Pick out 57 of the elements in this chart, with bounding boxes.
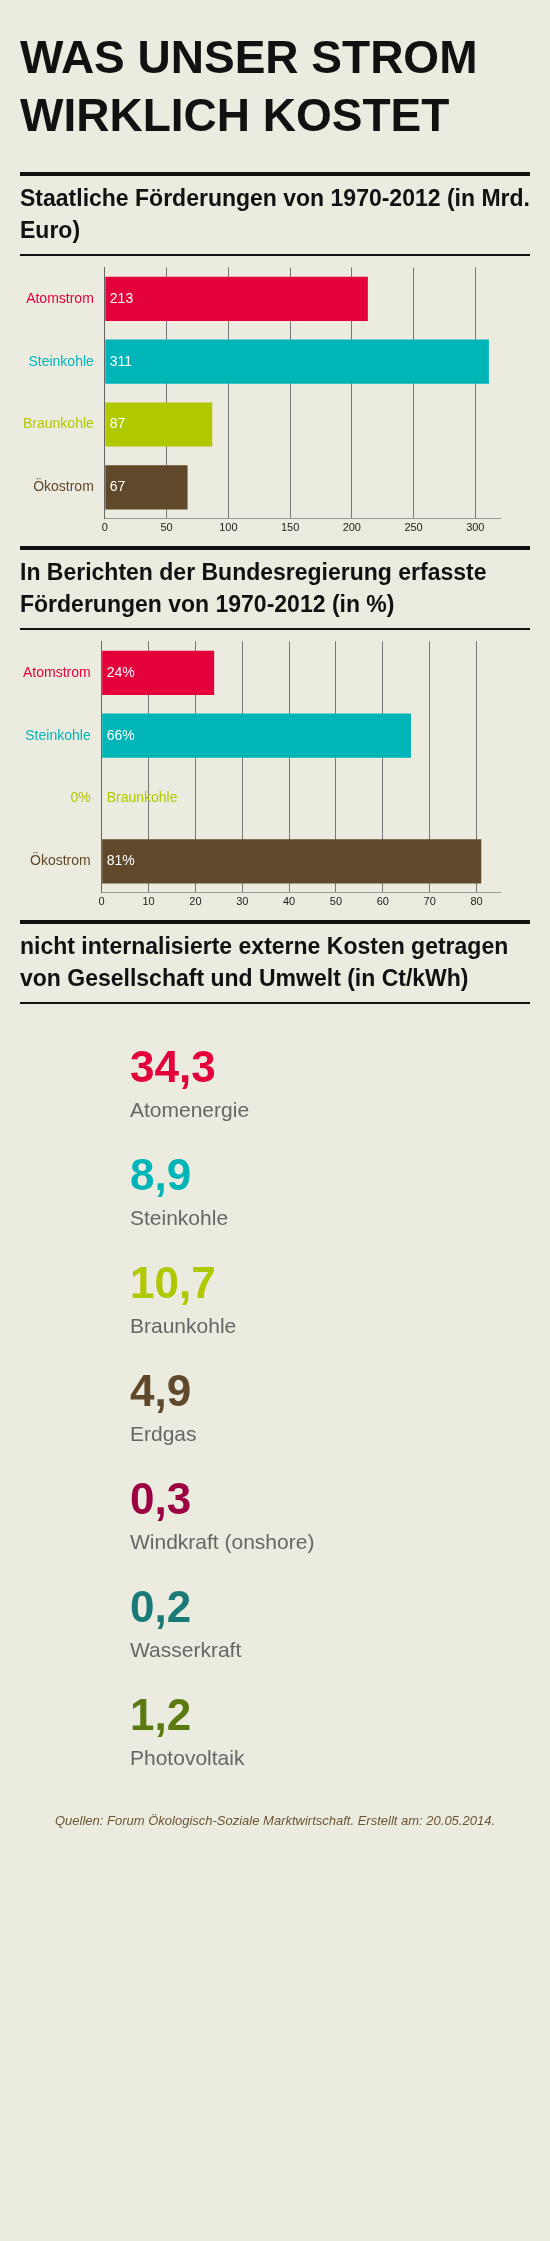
- category-label: Braunkohle: [130, 1313, 238, 1339]
- chart-title: In Berichten der Bundesregierung erfasste Förderungen von 1970-2012 (in %): [20, 546, 530, 630]
- x-tick-label: 100: [219, 521, 238, 534]
- x-tick-label: 70: [423, 895, 436, 908]
- x-tick-label: 50: [160, 521, 173, 534]
- bar: [102, 839, 482, 884]
- bar: [102, 713, 411, 758]
- y-tick-label: Steinkohle: [25, 726, 91, 743]
- y-tick-label: Atomstrom: [22, 663, 91, 680]
- bar: [105, 465, 188, 510]
- category-label: Atomenergie: [130, 1097, 251, 1123]
- y-tick-label: Braunkohle: [23, 415, 95, 432]
- text: nicht internalisierte externe Kosten getragen von Gesellschaft und Umwelt (in Ct/kWh): [20, 920, 530, 1004]
- x-tick-label: 200: [342, 521, 361, 534]
- data-label: 8,9: [130, 1149, 193, 1201]
- category-label: Windkraft (onshore): [130, 1529, 316, 1555]
- bar: [102, 650, 215, 695]
- y-tick-label: Steinkohle: [28, 352, 95, 369]
- x-tick-label: 60: [376, 895, 389, 908]
- x-tick-label: 150: [280, 521, 300, 534]
- category-label: Photovoltaik: [130, 1745, 246, 1771]
- x-tick-label: 50: [329, 895, 343, 908]
- category-label: Wasserkraft: [130, 1637, 243, 1663]
- data-label: 0,2: [130, 1581, 193, 1633]
- x-tick-label: 0: [98, 895, 105, 908]
- data-label: 87: [109, 415, 126, 432]
- chart-title: WAS UNSER STROM WIRKLICH KOSTET: [20, 30, 479, 143]
- x-tick-label: 250: [404, 521, 423, 534]
- data-label: 67: [109, 478, 126, 495]
- y-tick-label: Ökostrom: [33, 477, 94, 495]
- bar: [105, 339, 489, 384]
- data-label: 0,3: [130, 1473, 193, 1525]
- data-label: 213: [109, 289, 134, 306]
- bar: [105, 402, 213, 447]
- category-label: Steinkohle: [130, 1205, 230, 1231]
- y-tick-label: Ökostrom: [29, 851, 91, 869]
- x-tick-label: 10: [142, 895, 155, 908]
- category-label: Erdgas: [130, 1421, 198, 1447]
- x-tick-label: 0: [101, 521, 108, 534]
- data-label: 4,9: [130, 1365, 193, 1417]
- data-label: 34,3: [130, 1041, 217, 1093]
- x-tick-label: 30: [236, 895, 249, 908]
- data-label: 81%: [106, 852, 135, 869]
- data-label: 24%: [106, 663, 135, 680]
- data-label: 66%: [106, 726, 135, 743]
- source-note: Quellen: Forum Ökologisch-Soziale Marktwirtschaft. Erstellt am: 20.05.2014.: [54, 1812, 496, 1830]
- bar: [105, 276, 368, 321]
- x-tick-label: 300: [466, 521, 485, 534]
- data-label: 10,7: [130, 1257, 217, 1309]
- data-label: 0%: [70, 789, 91, 806]
- x-tick-label: 80: [470, 895, 483, 908]
- x-tick-label: 40: [283, 895, 296, 908]
- data-label: 311: [109, 352, 133, 369]
- y-tick-label: Atomstrom: [26, 289, 94, 306]
- chart-subtitle: Staatliche Förderungen von 1970-2012 (in Mrd. Euro): [20, 172, 530, 256]
- data-label: 1,2: [130, 1689, 193, 1741]
- x-tick-label: 20: [189, 895, 202, 908]
